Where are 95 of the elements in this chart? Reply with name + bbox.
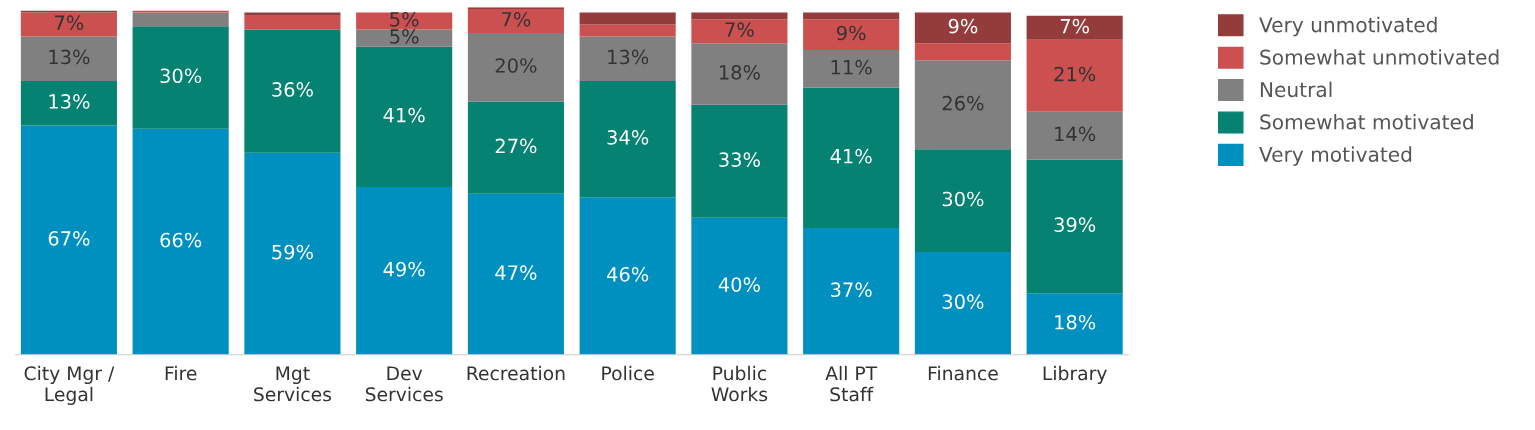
- bar: [356, 46, 453, 188]
- data-label: 46%: [607, 266, 649, 282]
- bar: [20, 36, 117, 81]
- x-tick-label: Public Works: [711, 365, 768, 402]
- bar: [914, 12, 1011, 44]
- data-label: 7%: [725, 22, 754, 37]
- data-label: 30%: [942, 294, 984, 310]
- data-label: 33%: [719, 152, 760, 167]
- data-label: 14%: [1055, 126, 1096, 142]
- data-label: 9%: [836, 25, 866, 41]
- data-label: 5%: [390, 29, 419, 44]
- data-label: 40%: [718, 277, 760, 292]
- bar: [579, 36, 676, 81]
- bar: [914, 60, 1011, 150]
- legend-label: Very unmotivated: [1259, 16, 1437, 37]
- bar: [1026, 39, 1123, 112]
- bar: [467, 101, 564, 194]
- bar: [914, 149, 1011, 253]
- x-tick-label: Police: [602, 365, 654, 381]
- bar: [803, 87, 900, 229]
- x-tick-label: All PT Staff: [825, 365, 878, 402]
- x-tick-label: Mgt Services: [254, 366, 332, 402]
- data-label: 13%: [608, 49, 649, 65]
- legend-label: Somewhat motivated: [1260, 113, 1473, 130]
- bar: [356, 29, 453, 47]
- data-label: 67%: [48, 231, 90, 246]
- x-tick-label: Dev Services: [365, 366, 443, 402]
- data-label: 11%: [831, 59, 872, 75]
- data-label: 37%: [831, 282, 872, 298]
- bar: [467, 193, 564, 355]
- data-label: 20%: [495, 58, 537, 73]
- data-label: 66%: [160, 232, 202, 248]
- bar: [467, 9, 564, 33]
- legend-label: Neutral: [1260, 81, 1332, 98]
- data-label: 30%: [942, 191, 984, 207]
- data-label: 18%: [719, 64, 760, 80]
- bar: [691, 104, 788, 218]
- data-label: 41%: [383, 107, 425, 123]
- bar: [691, 217, 788, 355]
- data-label: 49%: [383, 261, 425, 277]
- bar: [1026, 15, 1123, 40]
- bar: [914, 252, 1011, 355]
- legend-label: Somewhat unmotivated: [1260, 49, 1499, 65]
- data-label: 21%: [1054, 66, 1096, 82]
- bar: [132, 12, 229, 27]
- bar: [803, 50, 900, 88]
- data-label: 18%: [1055, 314, 1096, 330]
- data-label: 7%: [1060, 18, 1090, 34]
- bar: [579, 12, 676, 25]
- bar: [356, 187, 453, 355]
- bar: [803, 228, 900, 355]
- bar: [356, 12, 453, 30]
- bar: [914, 43, 1011, 61]
- x-tick-label: Library: [1043, 365, 1107, 385]
- bar: [1026, 159, 1123, 294]
- data-label: 41%: [830, 148, 872, 164]
- x-tick-label: Finance: [928, 365, 998, 381]
- bar: [20, 80, 117, 126]
- bar: [579, 197, 676, 355]
- data-label: 5%: [390, 11, 419, 27]
- bar: [803, 12, 900, 20]
- bar: [244, 15, 341, 30]
- bar: [20, 125, 117, 355]
- legend-label: Very motivated: [1259, 146, 1412, 166]
- data-label: 47%: [495, 265, 537, 280]
- data-label: 7%: [502, 11, 531, 27]
- data-label: 26%: [942, 95, 984, 111]
- bar: [579, 80, 676, 198]
- data-label: 30%: [160, 68, 202, 84]
- bar: [244, 12, 341, 16]
- x-tick-label: Recreation: [467, 365, 565, 381]
- bar: [244, 29, 341, 153]
- bar: [691, 43, 788, 105]
- data-label: 34%: [607, 130, 649, 145]
- bar: [132, 26, 229, 129]
- bar: [467, 32, 564, 102]
- bar: [244, 152, 341, 355]
- data-label: 9%: [948, 18, 978, 34]
- data-label: 7%: [55, 15, 84, 31]
- data-label: 59%: [272, 244, 313, 260]
- data-label: 36%: [272, 82, 313, 97]
- data-label: 13%: [49, 49, 90, 65]
- bar: [691, 19, 788, 44]
- data-label: 39%: [1054, 217, 1096, 233]
- data-label: 13%: [49, 94, 90, 109]
- bar: [579, 24, 676, 37]
- data-label: 27%: [495, 138, 537, 154]
- bar: [132, 128, 229, 355]
- bar: [1026, 293, 1123, 355]
- bar: [803, 19, 900, 51]
- x-tick-label: Fire: [165, 365, 197, 381]
- bar: [20, 12, 117, 37]
- bar: [691, 12, 788, 20]
- x-tick-label: City Mgr / Legal: [24, 365, 115, 405]
- bar: [1026, 111, 1123, 160]
